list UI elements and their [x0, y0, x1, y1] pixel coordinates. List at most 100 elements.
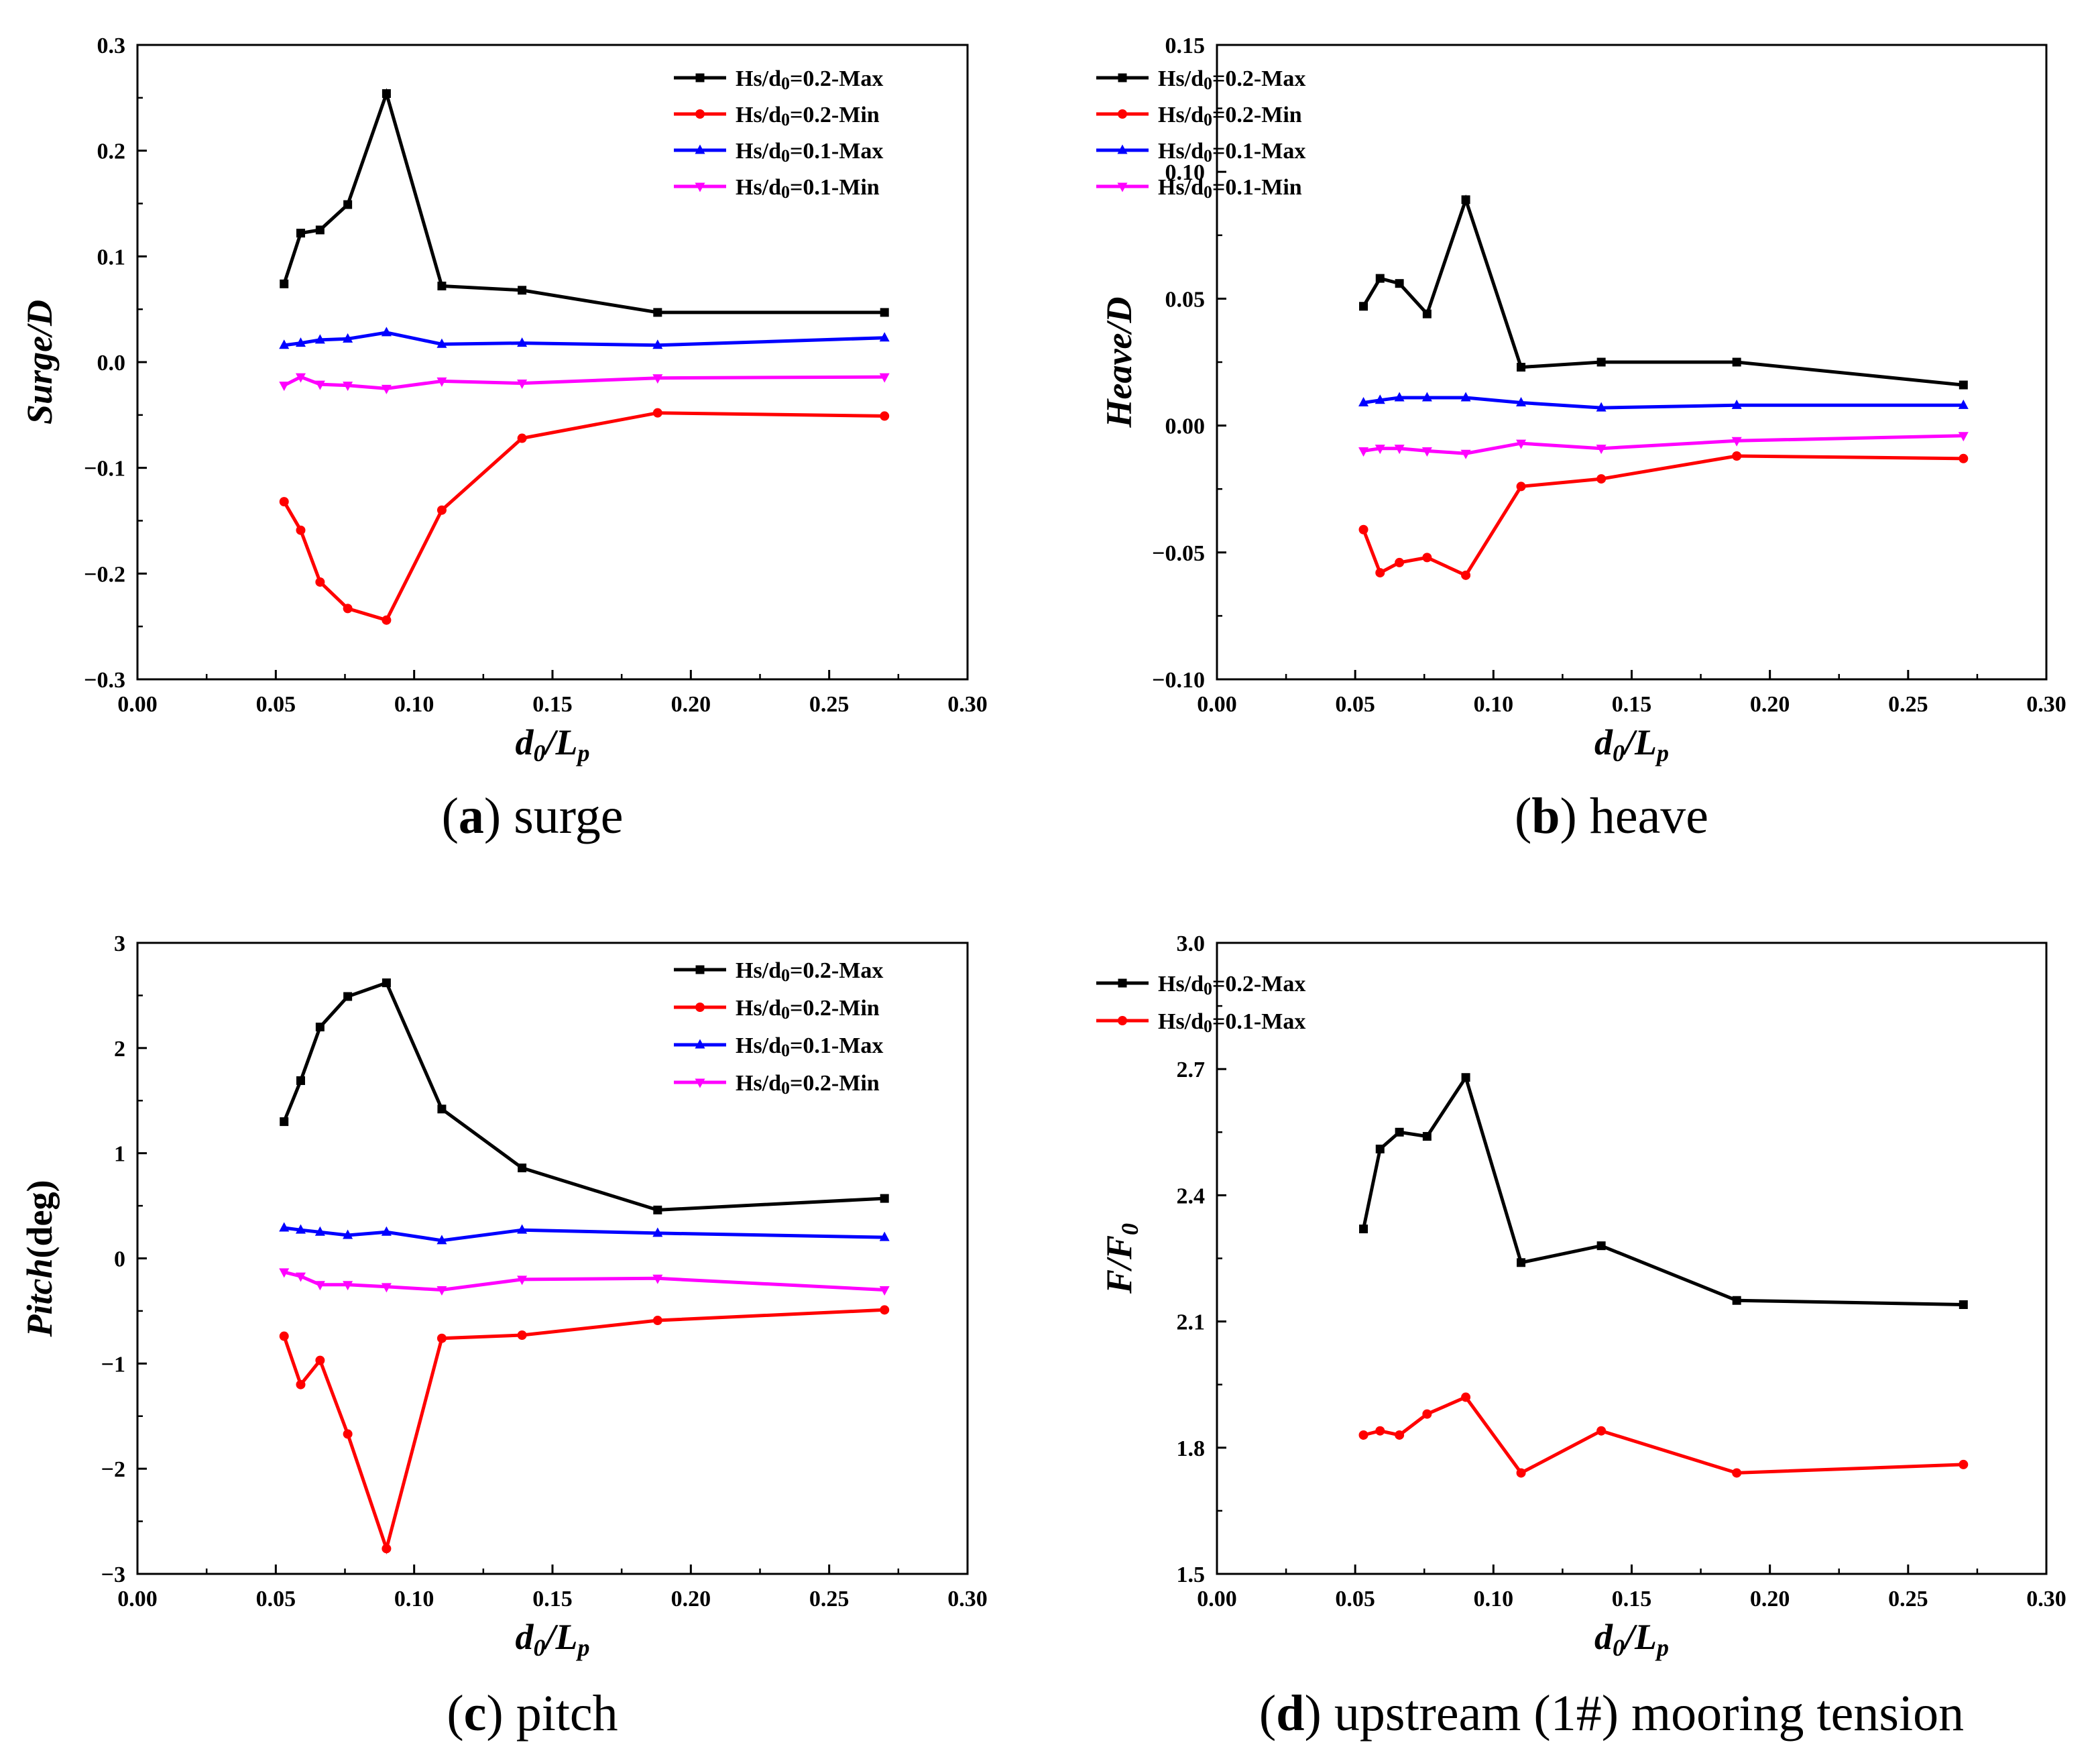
data-point: [1596, 1426, 1607, 1436]
data-point: [296, 1379, 306, 1389]
data-point: [1461, 195, 1470, 205]
legend-entry: Hs/d0=0.1-Min: [1096, 175, 1302, 202]
y-tick-label: 2.7: [1177, 1058, 1206, 1082]
data-point: [1375, 274, 1385, 283]
data-point: [1732, 1296, 1741, 1305]
data-point: [1422, 309, 1432, 319]
legend-marker: [695, 1003, 705, 1012]
series-Hs/d0=0.1-Max: [1358, 392, 1969, 412]
y-axis-title: Surge/D: [19, 300, 60, 424]
data-point: [1394, 392, 1405, 402]
x-tick-label: 0.10: [1474, 692, 1514, 717]
data-point: [1422, 1132, 1432, 1141]
x-tick-label: 0.30: [2026, 1587, 2066, 1611]
data-point: [343, 200, 353, 209]
x-tick-label: 0.25: [809, 692, 850, 717]
y-tick-label: 1.5: [1177, 1562, 1206, 1587]
series-line: [283, 375, 885, 390]
panel-b: 0.00 0.05 0.10 0.15 0.20 0.25 0.30 −0.10 −0.05 0.…: [1096, 34, 2066, 844]
series-Hs/d0=0.1-Max: [279, 327, 890, 349]
data-point: [652, 1227, 663, 1237]
data-point: [315, 1022, 325, 1031]
series-Hs/d0=0.2-Min: [279, 1268, 890, 1296]
data-point: [314, 1226, 325, 1236]
data-point: [1461, 1073, 1470, 1082]
panel-c: 0.00 0.05 0.10 0.15 0.20 0.25 0.30 −3 −2 −1 0 1 2 3 d0…: [19, 931, 988, 1742]
data-point: [1358, 447, 1369, 457]
data-point: [879, 1231, 890, 1241]
data-point: [517, 337, 528, 347]
data-point: [1375, 568, 1385, 578]
data-point: [1460, 449, 1471, 459]
y-axis-title: Pitch(deg): [19, 1180, 60, 1338]
series-Hs/d0=0.1-Min: [279, 373, 890, 394]
data-point: [343, 1281, 353, 1291]
data-point: [879, 373, 890, 383]
data-point: [517, 1275, 528, 1286]
y-tick-label: 0: [114, 1247, 125, 1272]
legend-entry: Hs/d0=0.2-Min: [674, 996, 880, 1023]
series-Hs/d0=0.2-Max: [280, 88, 889, 317]
legend-entry: Hs/d0=0.2-Min: [674, 1071, 880, 1098]
data-point: [279, 1331, 289, 1341]
data-point: [1596, 445, 1607, 455]
data-point: [1596, 474, 1607, 484]
y-tick-label: 2: [114, 1037, 125, 1062]
data-point: [1375, 1426, 1385, 1436]
legend-label: Hs/d0=0.2-Min: [736, 103, 880, 129]
legend-label: Hs/d0=0.1-Max: [736, 139, 883, 166]
x-tick-label: 0.30: [2026, 692, 2066, 717]
y-tick-label: 0.3: [97, 34, 126, 58]
series-line: [1362, 194, 1964, 387]
x-tick-label: 0.20: [671, 692, 711, 717]
x-tick-label: 0.20: [1750, 1587, 1790, 1611]
data-point: [314, 1281, 325, 1291]
data-point: [1460, 392, 1471, 402]
legend-label: Hs/d0=0.1-Max: [736, 1033, 883, 1060]
data-point: [1359, 302, 1368, 311]
data-point: [381, 327, 392, 337]
data-point: [1959, 380, 1968, 390]
data-point: [1596, 402, 1607, 412]
y-tick-label: 0.10: [1165, 160, 1206, 185]
legend-marker: [695, 109, 705, 119]
y-tick-label: 0.1: [97, 245, 126, 270]
legend-entry: Hs/d0=0.1-Max: [674, 1033, 883, 1060]
x-tick-label: 0.25: [1888, 692, 1928, 717]
x-tick-label: 0.25: [1888, 1587, 1928, 1611]
data-point: [343, 1229, 353, 1239]
data-point: [382, 615, 392, 625]
x-tick-label: 0.10: [1474, 1587, 1514, 1611]
y-tick-label: 2.4: [1177, 1184, 1206, 1208]
series-Hs/d0=0.1-Min: [1358, 432, 1969, 459]
data-point: [1375, 1144, 1385, 1153]
data-point: [381, 1226, 392, 1236]
data-point: [1731, 437, 1742, 447]
legend-entry: Hs/d0=0.1-Min: [674, 175, 880, 202]
data-point: [517, 1224, 528, 1234]
y-tick-label: −0.05: [1152, 541, 1205, 566]
legend-label: Hs/d0=0.1-Max: [1158, 1009, 1305, 1036]
series-line: [282, 1308, 885, 1555]
data-point: [436, 377, 447, 387]
data-point: [1358, 1430, 1368, 1440]
data-point: [1461, 1392, 1471, 1402]
data-point: [1958, 399, 1969, 409]
x-tick-label: 0.10: [394, 692, 434, 717]
data-point: [381, 1283, 392, 1293]
data-point: [382, 1544, 392, 1554]
data-point: [314, 334, 325, 344]
y-tick-label: 3: [114, 931, 125, 956]
data-point: [1516, 481, 1526, 492]
data-point: [1958, 432, 1969, 442]
data-point: [1375, 445, 1385, 455]
data-point: [1596, 357, 1606, 367]
data-point: [1422, 553, 1432, 563]
series-Hs/d0=0.2-Max: [1359, 1073, 1968, 1310]
legend-label: Hs/d0=0.2-Max: [736, 66, 883, 93]
legend-marker: [1118, 109, 1127, 119]
x-tick-label: 0.20: [671, 1587, 711, 1611]
series-Hs/d0=0.2-Max: [280, 978, 889, 1214]
data-point: [295, 337, 306, 347]
